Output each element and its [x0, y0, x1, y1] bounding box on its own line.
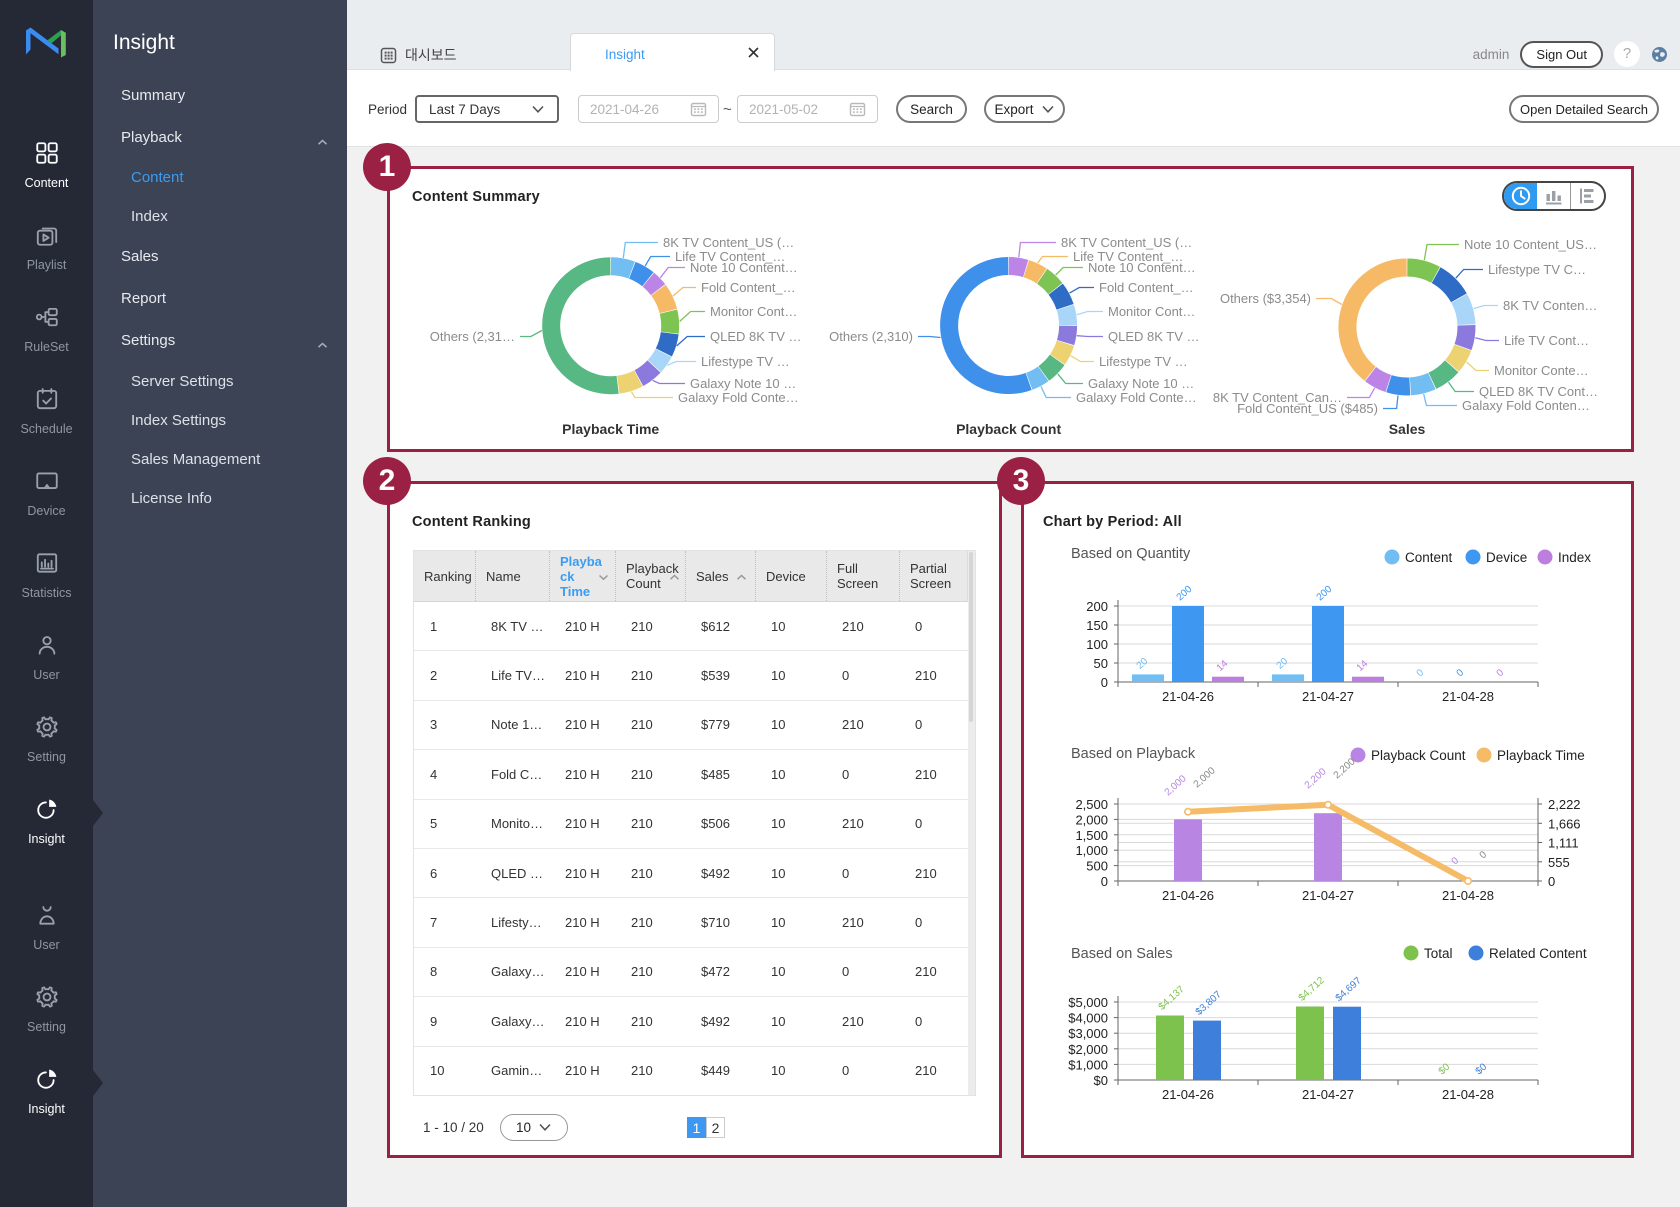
svg-text:Galaxy Fold Conte…: Galaxy Fold Conte… — [1076, 390, 1197, 405]
svg-text:Playback Time: Playback Time — [562, 421, 659, 437]
svg-text:555: 555 — [1548, 855, 1570, 870]
svg-text:0: 0 — [1450, 855, 1462, 867]
svg-text:$4,712: $4,712 — [1297, 975, 1327, 1004]
svg-text:1,666: 1,666 — [1548, 816, 1581, 831]
svg-text:Life TV Cont…: Life TV Cont… — [1504, 333, 1589, 348]
svg-text:Monitor Conte…: Monitor Conte… — [1494, 363, 1589, 378]
svg-text:2,222: 2,222 — [1548, 797, 1581, 812]
svg-text:14: 14 — [1355, 658, 1371, 674]
svg-text:$2,000: $2,000 — [1068, 1042, 1108, 1057]
svg-text:$4,000: $4,000 — [1068, 1011, 1108, 1026]
svg-text:QLED 8K TV Cont…: QLED 8K TV Cont… — [1479, 384, 1598, 399]
svg-text:Total: Total — [1424, 946, 1453, 961]
svg-text:Index: Index — [1558, 550, 1591, 565]
svg-text:Note 10 Content…: Note 10 Content… — [1088, 260, 1196, 275]
svg-text:21-04-26: 21-04-26 — [1162, 888, 1214, 903]
svg-text:2,000: 2,000 — [1192, 765, 1218, 790]
svg-text:1,500: 1,500 — [1075, 828, 1108, 843]
svg-text:Galaxy Note 10 …: Galaxy Note 10 … — [1088, 376, 1194, 391]
svg-text:21-04-27: 21-04-27 — [1302, 689, 1354, 704]
svg-text:0: 0 — [1455, 667, 1467, 679]
svg-text:$4,697: $4,697 — [1334, 975, 1364, 1004]
svg-text:Related Content: Related Content — [1489, 946, 1587, 961]
svg-text:1,000: 1,000 — [1075, 843, 1108, 858]
svg-text:8K TV Content_US (…: 8K TV Content_US (… — [1061, 235, 1192, 250]
svg-text:Lifestype TV …: Lifestype TV … — [701, 354, 790, 369]
svg-text:200: 200 — [1175, 584, 1195, 604]
svg-text:$0: $0 — [1094, 1073, 1108, 1088]
svg-text:Note 10 Content…: Note 10 Content… — [690, 260, 798, 275]
svg-text:21-04-28: 21-04-28 — [1442, 888, 1494, 903]
svg-text:100: 100 — [1086, 637, 1108, 652]
svg-text:Device: Device — [1486, 550, 1527, 565]
svg-text:8K TV Content_Can…: 8K TV Content_Can… — [1213, 390, 1342, 405]
svg-text:Monitor Cont…: Monitor Cont… — [1108, 304, 1195, 319]
svg-text:21-04-28: 21-04-28 — [1442, 1087, 1494, 1102]
svg-text:Playback Time: Playback Time — [1497, 748, 1585, 763]
svg-text:0: 0 — [1101, 675, 1108, 690]
svg-text:QLED 8K TV …: QLED 8K TV … — [710, 329, 802, 344]
svg-text:Note 10 Content_US…: Note 10 Content_US… — [1464, 237, 1597, 252]
svg-text:14: 14 — [1215, 658, 1231, 674]
svg-text:Galaxy Fold Conten…: Galaxy Fold Conten… — [1462, 398, 1590, 413]
svg-text:Based on Sales: Based on Sales — [1071, 946, 1173, 962]
svg-text:20: 20 — [1275, 656, 1291, 672]
svg-text:0: 0 — [1478, 849, 1490, 861]
svg-text:Lifestype TV C…: Lifestype TV C… — [1488, 262, 1586, 277]
svg-text:$0: $0 — [1474, 1061, 1490, 1077]
svg-text:20: 20 — [1135, 656, 1151, 672]
svg-text:21-04-27: 21-04-27 — [1302, 1087, 1354, 1102]
svg-text:$0: $0 — [1437, 1061, 1453, 1077]
svg-text:$5,000: $5,000 — [1068, 995, 1108, 1010]
svg-text:$1,000: $1,000 — [1068, 1057, 1108, 1072]
svg-text:Sales: Sales — [1389, 421, 1426, 437]
svg-text:Life TV Content_…: Life TV Content_… — [675, 249, 785, 264]
svg-text:Content: Content — [1405, 550, 1453, 565]
svg-text:Others ($3,354): Others ($3,354) — [1220, 291, 1311, 306]
svg-text:Monitor Cont…: Monitor Cont… — [710, 304, 797, 319]
svg-text:Life TV Content_…: Life TV Content_… — [1073, 249, 1183, 264]
svg-text:Galaxy Fold Conte…: Galaxy Fold Conte… — [678, 390, 799, 405]
svg-text:21-04-28: 21-04-28 — [1442, 689, 1494, 704]
svg-text:200: 200 — [1086, 599, 1108, 614]
svg-text:$3,000: $3,000 — [1068, 1026, 1108, 1041]
svg-text:2,000: 2,000 — [1075, 812, 1108, 827]
svg-text:Based on Playback: Based on Playback — [1071, 746, 1196, 762]
svg-text:150: 150 — [1086, 618, 1108, 633]
svg-text:0: 0 — [1548, 874, 1555, 889]
svg-text:Based on Quantity: Based on Quantity — [1071, 546, 1191, 562]
svg-text:Galaxy Note 10 …: Galaxy Note 10 … — [690, 376, 796, 391]
svg-text:0: 0 — [1415, 667, 1427, 679]
svg-text:21-04-26: 21-04-26 — [1162, 689, 1214, 704]
svg-text:2,000: 2,000 — [1163, 773, 1189, 798]
svg-text:Playback Count: Playback Count — [956, 421, 1061, 437]
svg-text:0: 0 — [1101, 874, 1108, 889]
svg-text:0: 0 — [1495, 667, 1507, 679]
svg-text:Playback Count: Playback Count — [1371, 748, 1466, 763]
svg-text:Others (2,310): Others (2,310) — [829, 329, 913, 344]
svg-text:2,200: 2,200 — [1303, 766, 1329, 791]
svg-text:Fold Content_…: Fold Content_… — [1099, 280, 1194, 295]
svg-text:500: 500 — [1086, 859, 1108, 874]
svg-text:QLED 8K TV …: QLED 8K TV … — [1108, 329, 1200, 344]
svg-text:1,111: 1,111 — [1548, 836, 1579, 851]
svg-text:Others (2,31…: Others (2,31… — [430, 329, 515, 344]
svg-text:Fold Content_US ($485): Fold Content_US ($485) — [1237, 401, 1378, 416]
svg-text:$3,807: $3,807 — [1194, 989, 1224, 1018]
svg-text:200: 200 — [1315, 584, 1335, 604]
svg-text:$4,137: $4,137 — [1157, 984, 1187, 1013]
svg-text:21-04-27: 21-04-27 — [1302, 888, 1354, 903]
svg-text:2,500: 2,500 — [1075, 797, 1108, 812]
svg-text:8K TV Content_US (…: 8K TV Content_US (… — [663, 235, 794, 250]
svg-text:Lifestype TV …: Lifestype TV … — [1099, 354, 1188, 369]
svg-text:Fold Content_…: Fold Content_… — [701, 280, 796, 295]
svg-text:8K TV Conten…: 8K TV Conten… — [1503, 298, 1597, 313]
svg-text:50: 50 — [1094, 656, 1108, 671]
svg-text:21-04-26: 21-04-26 — [1162, 1087, 1214, 1102]
